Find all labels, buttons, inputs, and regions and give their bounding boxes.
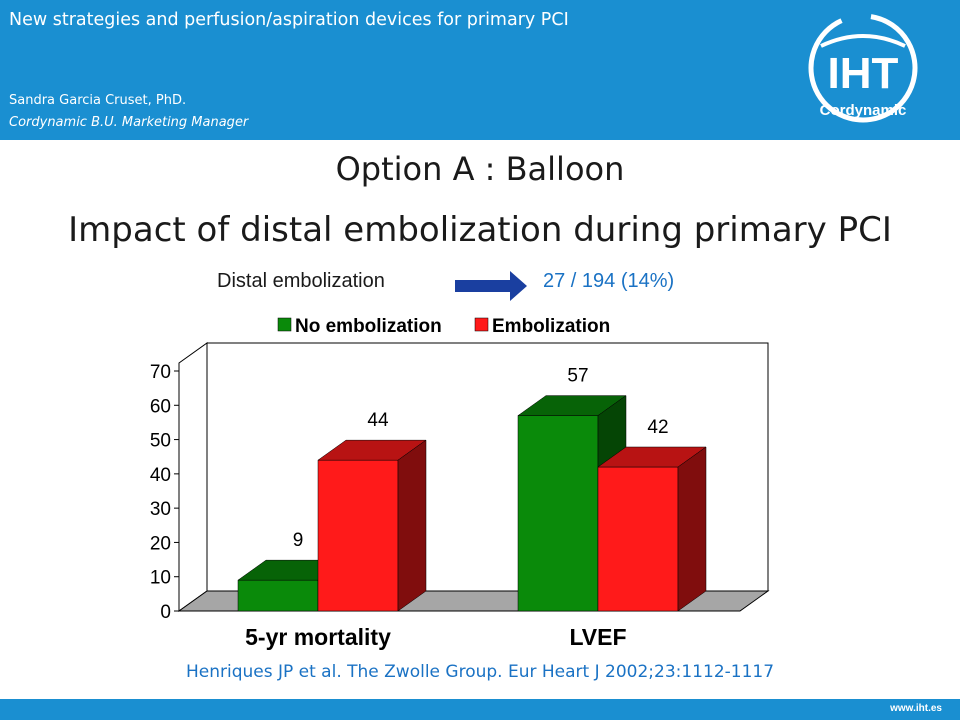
legend-swatch-no-embolization bbox=[277, 317, 292, 332]
y-tick-label: 20 bbox=[150, 533, 171, 554]
bar-side bbox=[397, 439, 427, 612]
y-tick-label: 0 bbox=[160, 602, 171, 623]
author-role: Cordynamic B.U. Marketing Manager bbox=[9, 115, 249, 130]
header-band: New strategies and perfusion/aspiration … bbox=[0, 0, 960, 140]
data-label: 57 bbox=[567, 366, 588, 387]
author-name: Sandra Garcia Cruset, PhD. bbox=[9, 93, 187, 108]
impact-title: Impact of distal embolization during pri… bbox=[68, 210, 892, 250]
logo-text: IHT bbox=[828, 49, 899, 98]
bar-no-embolization bbox=[517, 415, 599, 612]
y-tick-label: 70 bbox=[150, 362, 171, 383]
presentation-title: New strategies and perfusion/aspiration … bbox=[9, 10, 569, 30]
embolization-label: Distal embolization bbox=[217, 270, 385, 292]
bar-side bbox=[677, 446, 707, 612]
iht-cordynamic-logo: IHT Cordynamic bbox=[808, 13, 918, 123]
option-title: Option A : Balloon bbox=[335, 150, 625, 188]
data-label: 9 bbox=[293, 530, 304, 551]
legend-label: No embolization bbox=[295, 316, 442, 337]
legend-swatch-embolization bbox=[474, 317, 489, 332]
footer-band: www.iht.es bbox=[0, 699, 960, 720]
y-tick-label: 60 bbox=[150, 396, 171, 417]
footer-url: www.iht.es bbox=[890, 703, 942, 714]
data-label: 44 bbox=[367, 410, 389, 431]
bar-embolization bbox=[597, 466, 679, 612]
category-label: 5-yr mortality bbox=[245, 624, 391, 650]
right-arrow-icon bbox=[455, 271, 527, 301]
y-tick-label: 50 bbox=[150, 431, 171, 452]
chart-side-wall bbox=[178, 342, 208, 612]
y-tick-label: 30 bbox=[150, 499, 171, 520]
embolization-value: 27 / 194 (14%) bbox=[543, 270, 675, 292]
citation: Henriques JP et al. The Zwolle Group. Eu… bbox=[185, 662, 775, 682]
legend-label: Embolization bbox=[492, 316, 610, 337]
bar-embolization bbox=[317, 459, 399, 612]
bar-no-embolization bbox=[237, 579, 319, 612]
y-tick-label: 40 bbox=[150, 465, 171, 486]
logo-subtext: Cordynamic bbox=[820, 102, 907, 119]
bar-chart: 0 10 20 30 40 50 60 70 9 44 5-yr mortality 57 42 LVEF… bbox=[150, 316, 770, 650]
y-tick-label: 10 bbox=[150, 568, 171, 589]
category-label: LVEF bbox=[569, 624, 626, 650]
data-label: 42 bbox=[647, 417, 668, 438]
